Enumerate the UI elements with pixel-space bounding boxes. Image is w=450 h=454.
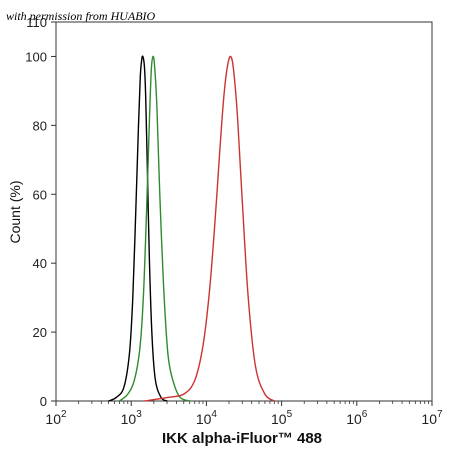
x-tick-label: 103: [121, 409, 143, 427]
x-tick-label: 105: [271, 409, 293, 427]
plot-frame: [55, 21, 433, 402]
x-tick-label: 104: [196, 409, 218, 427]
watermark-text: with permission from HUABIO: [6, 9, 156, 23]
x-axis: 102 103 104 105 106 107: [45, 401, 443, 427]
y-tick-label: 110: [26, 15, 47, 30]
y-axis-title: Count (%): [7, 180, 23, 243]
x-tick-label: 106: [346, 409, 368, 427]
y-tick-label: 100: [25, 49, 47, 64]
y-tick-label: 60: [33, 187, 47, 202]
y-axis: 0 20 40 60 80 100 110: [25, 15, 56, 409]
x-axis-title: IKK alpha-iFluor™ 488: [162, 430, 322, 447]
y-tick-label: 80: [33, 118, 47, 133]
series-line-2: [144, 55, 275, 402]
y-tick-label: 20: [33, 325, 47, 340]
series-line-0: [108, 55, 168, 402]
series-layer: [108, 55, 275, 402]
series-line-1: [119, 55, 190, 402]
x-tick-label: 102: [45, 409, 67, 427]
y-tick-label: 0: [40, 394, 47, 409]
x-tick-label: 107: [421, 409, 443, 427]
y-tick-label: 40: [33, 256, 47, 271]
